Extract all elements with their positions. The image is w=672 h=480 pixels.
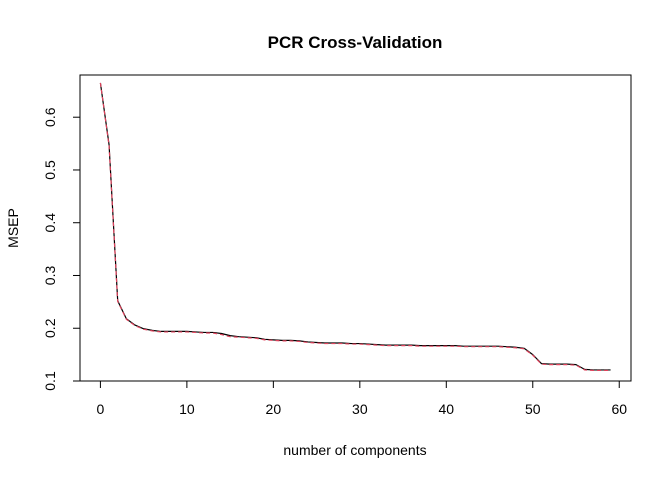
plot-frame: [79, 74, 632, 382]
x-tick-label: 30: [352, 401, 368, 417]
y-tick-label: 0.6: [42, 107, 58, 127]
x-axis: 0 10 20 30 40 50 60: [97, 380, 627, 417]
y-tick-label: 0.4: [42, 213, 58, 233]
x-tick-label: 50: [525, 401, 541, 417]
x-tick-label: 40: [439, 401, 455, 417]
x-tick-label: 20: [266, 401, 282, 417]
series-line-1: [99, 82, 611, 371]
y-axis-label: MSEP: [5, 208, 21, 248]
y-tick-label: 0.3: [42, 266, 58, 286]
x-tick-label: 0: [97, 401, 105, 417]
series-layer: [99, 82, 611, 372]
y-tick-label: 0.2: [42, 318, 58, 338]
x-axis-label: number of components: [283, 442, 426, 458]
series-line-2: [99, 82, 611, 372]
x-tick-label: 60: [611, 401, 627, 417]
y-tick-label: 0.1: [42, 371, 58, 391]
x-tick-label: 10: [179, 401, 195, 417]
y-tick-label: 0.5: [42, 160, 58, 180]
chart-title: PCR Cross-Validation: [268, 33, 443, 52]
y-axis: 0.1 0.2 0.3 0.4 0.5 0.6: [42, 107, 81, 391]
